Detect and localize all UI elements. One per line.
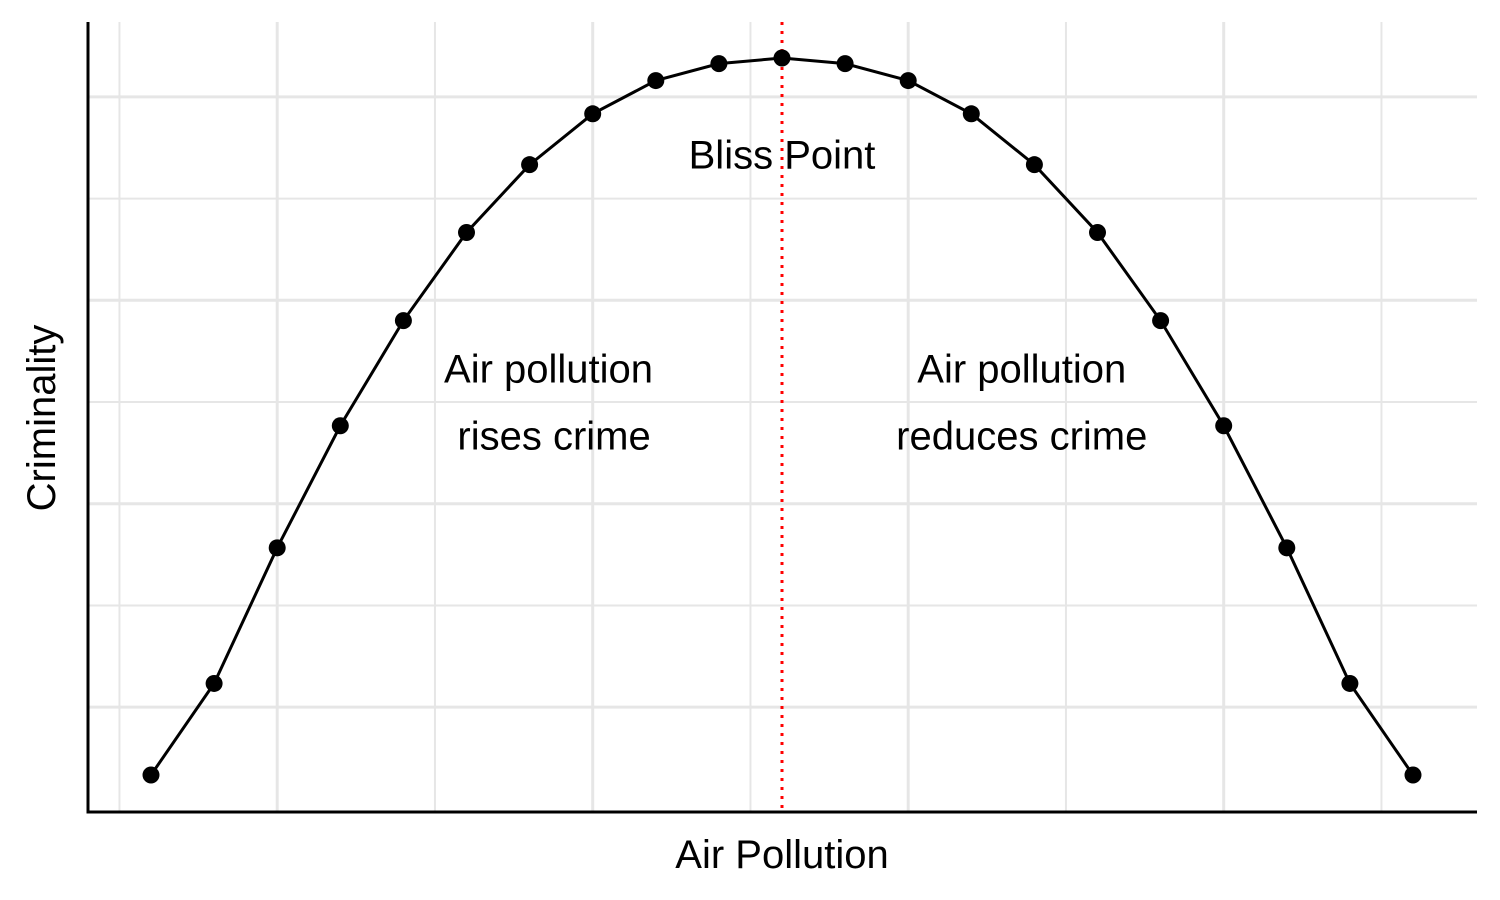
- data-point: [962, 105, 980, 123]
- data-point: [1025, 156, 1043, 174]
- data-point: [773, 49, 791, 67]
- annotation-line: Air pollution: [917, 348, 1126, 392]
- annotation-text: Air pollution rises crime: [444, 348, 653, 459]
- data-point: [899, 72, 917, 90]
- data-point: [1341, 674, 1359, 692]
- annotation-text: Bliss Point: [689, 133, 876, 177]
- data-point: [142, 766, 160, 784]
- axes: [86, 22, 1477, 814]
- data-point: [268, 539, 286, 557]
- annotation-text: Air pollution reduces crime: [896, 348, 1147, 459]
- data-point: [647, 72, 665, 90]
- data-point: [331, 417, 349, 435]
- data-points: [142, 49, 1422, 784]
- data-point: [521, 156, 539, 174]
- annotation-line: rises crime: [446, 415, 650, 459]
- data-point: [1089, 223, 1106, 241]
- annotation-line: Air pollution: [444, 348, 653, 392]
- y-axis-title: Criminality: [20, 325, 64, 512]
- annotation-line: Bliss Point: [689, 133, 876, 177]
- data-point: [1278, 539, 1296, 557]
- data-point: [710, 55, 728, 73]
- data-point: [584, 105, 602, 123]
- data-point: [458, 223, 475, 241]
- data-point: [1215, 417, 1233, 435]
- data-point: [1152, 312, 1170, 330]
- x-axis-title: Air Pollution: [675, 833, 888, 877]
- data-point: [394, 312, 412, 330]
- data-point: [1404, 766, 1422, 784]
- annotation-line: reduces crime: [896, 415, 1147, 459]
- data-point: [205, 674, 223, 692]
- data-point: [836, 55, 854, 73]
